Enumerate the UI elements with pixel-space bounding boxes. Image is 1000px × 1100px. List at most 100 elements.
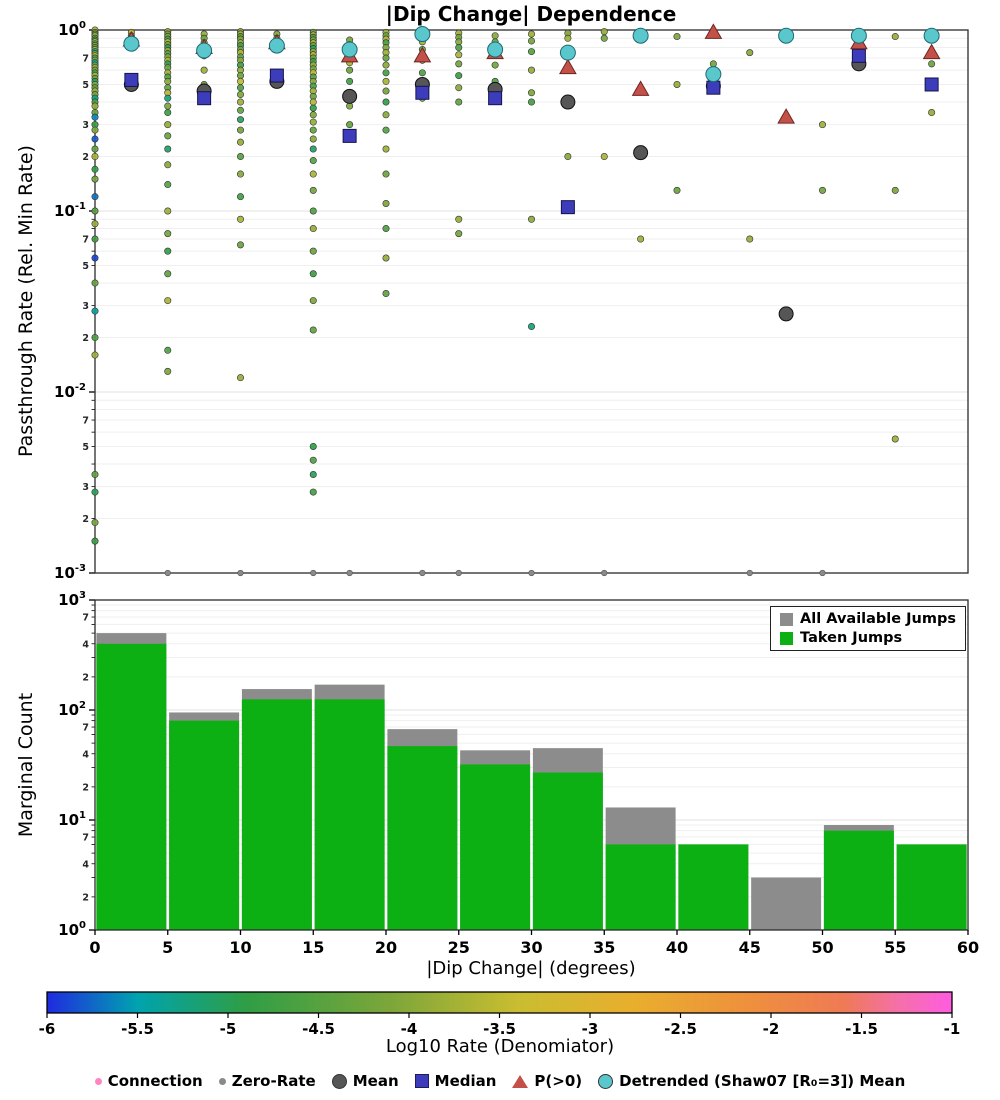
summary-markers <box>122 23 941 322</box>
svg-text:4: 4 <box>82 859 89 870</box>
scatter-points <box>91 26 936 545</box>
median-marker <box>851 48 866 63</box>
taken-jumps-swatch <box>780 631 794 645</box>
zero-rate-label: Zero-Rate <box>231 1072 316 1090</box>
page-title: |Dip Change| Dependence <box>385 2 677 26</box>
bar-taken-jumps <box>314 699 385 930</box>
svg-text:25: 25 <box>448 938 470 957</box>
zero-rate-points <box>164 569 826 577</box>
svg-text:100: 100 <box>58 920 86 939</box>
svg-text:5: 5 <box>82 80 89 91</box>
median-marker-icon <box>414 1074 429 1088</box>
detrended-marker <box>341 41 358 58</box>
svg-text:-2: -2 <box>763 1020 780 1038</box>
svg-text:101: 101 <box>58 810 86 829</box>
median-marker <box>124 72 139 87</box>
legend-entry-mean: Mean <box>331 1072 399 1090</box>
taken-jumps-label: Taken Jumps <box>800 630 903 646</box>
x-axis-label: |Dip Change| (degrees) <box>426 958 636 979</box>
svg-text:3: 3 <box>82 301 89 312</box>
all-jumps-swatch <box>780 612 794 626</box>
svg-text:10-3: 10-3 <box>54 563 86 582</box>
legend-entry-all-jumps: All Available Jumps <box>780 611 956 627</box>
svg-text:60: 60 <box>957 938 979 957</box>
svg-text:20: 20 <box>375 938 397 957</box>
p-gt0-marker <box>704 23 723 39</box>
svg-text:30: 30 <box>520 938 542 957</box>
mean-label: Mean <box>352 1072 399 1090</box>
median-marker <box>560 200 575 215</box>
svg-text:10-2: 10-2 <box>54 382 86 401</box>
svg-text:40: 40 <box>666 938 688 957</box>
svg-text:-1: -1 <box>944 1020 961 1038</box>
detrended-marker <box>268 37 285 54</box>
svg-text:2: 2 <box>82 333 89 344</box>
svg-text:103: 103 <box>58 590 86 609</box>
legend-entry-p-gt-0: P(>0) <box>512 1072 582 1090</box>
svg-text:3: 3 <box>82 482 89 493</box>
svg-text:55: 55 <box>884 938 906 957</box>
p-gt0-marker <box>777 108 795 124</box>
detrended-marker <box>487 41 504 58</box>
detrended-marker <box>850 27 867 44</box>
bar-taken-jumps <box>678 844 749 930</box>
mean-marker <box>778 306 794 322</box>
svg-text:50: 50 <box>811 938 833 957</box>
svg-text:-4.5: -4.5 <box>302 1020 335 1038</box>
svg-text:7: 7 <box>82 723 89 734</box>
top-panel-ylabel: Passthrough Rate (Rel. Min Rate) <box>15 145 37 457</box>
svg-text:100: 100 <box>58 20 86 39</box>
svg-text:-5: -5 <box>220 1020 237 1038</box>
bar-chart-legend: All Available Jumps Taken Jumps <box>770 606 966 651</box>
median-marker <box>706 80 721 95</box>
zero-rate-marker-icon <box>218 1077 226 1085</box>
p-gt-0-marker-icon <box>512 1074 529 1088</box>
legend-entry-connection: Connection <box>94 1072 203 1090</box>
svg-text:10: 10 <box>229 938 251 957</box>
svg-text:-4: -4 <box>401 1020 418 1038</box>
svg-text:10-1: 10-1 <box>54 201 86 220</box>
svg-text:102: 102 <box>58 700 86 719</box>
median-marker <box>924 77 939 92</box>
svg-text:5: 5 <box>82 261 89 272</box>
svg-text:7: 7 <box>82 235 89 246</box>
legend-entry-taken-jumps: Taken Jumps <box>780 630 956 646</box>
p-gt0-marker <box>922 43 941 60</box>
svg-text:-2.5: -2.5 <box>664 1020 697 1038</box>
median-marker <box>415 85 430 100</box>
all-jumps-label: All Available Jumps <box>800 611 956 627</box>
svg-text:15: 15 <box>302 938 324 957</box>
legend-entry-detrended: Detrended (Shaw07 [R₀=3]) Mean <box>598 1072 905 1090</box>
svg-text:35: 35 <box>593 938 615 957</box>
bar-taken-jumps <box>169 720 240 930</box>
svg-text:7: 7 <box>82 416 89 427</box>
svg-text:2: 2 <box>82 152 89 163</box>
detrended-marker <box>632 27 649 44</box>
svg-text:5: 5 <box>82 442 89 453</box>
svg-text:-6: -6 <box>39 1020 56 1038</box>
p-gt-0-label: P(>0) <box>534 1072 583 1090</box>
median-marker <box>197 91 212 106</box>
median-marker <box>488 91 503 106</box>
median-marker <box>269 68 284 83</box>
mean-marker <box>560 94 576 110</box>
median-marker <box>342 128 357 143</box>
legend-entry-median: Median <box>414 1072 496 1090</box>
bar-taken-jumps <box>605 844 676 930</box>
connection-label: Connection <box>107 1072 203 1090</box>
svg-text:2: 2 <box>82 672 89 683</box>
svg-text:2: 2 <box>82 514 89 525</box>
detrended-label: Detrended (Shaw07 [R₀=3]) Mean <box>619 1072 906 1090</box>
colorbar: -6 -5.5 -5 -4.5 -4 -3.5 -3 -2.5 -2 -1.5 -1 <box>39 991 961 1038</box>
svg-text:7: 7 <box>82 833 89 844</box>
detrended-marker-icon <box>598 1073 614 1089</box>
histogram-bars <box>96 633 967 930</box>
bar-taken-jumps <box>460 764 531 930</box>
detrended-marker <box>559 44 576 61</box>
svg-text:0: 0 <box>89 938 100 957</box>
bottom-panel-ylabel: Marginal Count <box>15 692 37 838</box>
detrended-marker <box>196 42 213 59</box>
bar-taken-jumps <box>532 772 603 930</box>
p-gt0-marker <box>559 58 577 75</box>
